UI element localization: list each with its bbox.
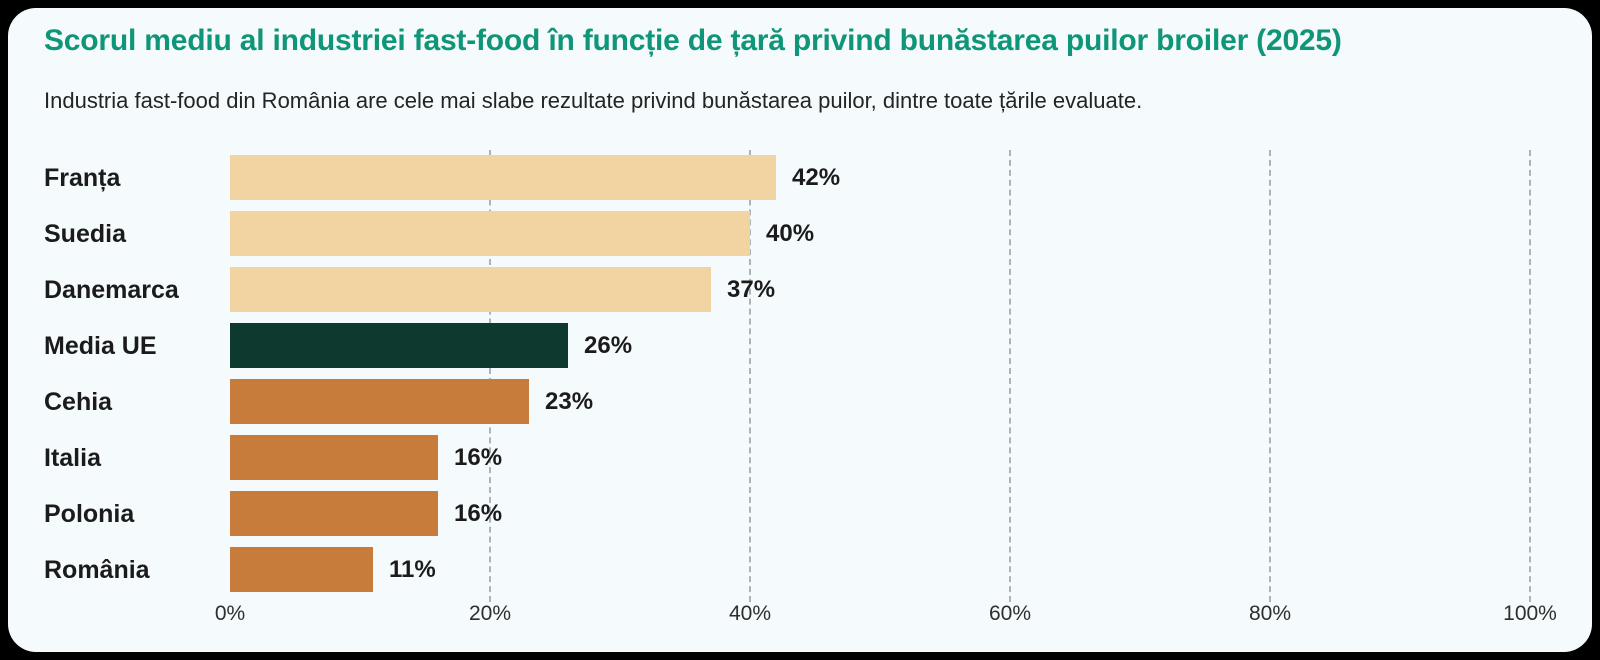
category-label: Danemarca [44,275,179,304]
x-tick-label: 40% [728,602,772,625]
bar [230,211,750,256]
bar [230,491,438,536]
category-label: Italia [44,443,101,472]
category-label: România [44,555,150,584]
value-label: 42% [792,164,841,191]
bar-track: 37% [230,262,1530,318]
chart-subtitle: Industria fast-food din România are cele… [44,88,1143,113]
bar-row: România 11% [44,542,1530,598]
value-label: 37% [727,276,776,303]
gridline [1529,150,1531,602]
bar [230,155,776,200]
category-label: Cehia [44,387,113,416]
gridline [1269,150,1271,602]
gridline [489,150,491,602]
bar [230,435,438,480]
bar-row: Franța 42% [44,150,1530,206]
bar-track: 40% [230,206,1530,262]
chart-card: Scorul mediu al industriei fast-food în … [8,8,1592,652]
bar-track: 42% [230,150,1530,206]
category-label: Polonia [44,499,135,528]
bar-track: 23% [230,374,1530,430]
gridline [749,150,751,602]
gridline [1009,150,1011,602]
value-label: 23% [545,388,594,415]
value-label: 16% [454,444,503,471]
x-tick-label: 0% [214,602,246,625]
category-label: Suedia [44,219,126,248]
bar [230,323,568,368]
bar [230,267,711,312]
value-label: 40% [766,220,815,247]
x-tick-label: 80% [1248,602,1292,625]
bar [230,379,529,424]
value-label: 11% [389,556,436,583]
gridlines [230,150,1531,602]
bar-row: Cehia 23% [44,374,1530,430]
bar-track: 26% [230,318,1530,374]
value-label: 26% [584,332,633,359]
bar-row: Suedia 40% [44,206,1530,262]
bar [230,547,373,592]
x-axis: 0% 20% 40% 60% 80% 100% [215,602,1557,634]
x-tick-label: 60% [988,602,1032,625]
x-tick-label: 20% [468,602,512,625]
bar-row: Italia 16% [44,430,1530,486]
value-label: 16% [454,500,503,527]
bar-track: 11% [230,542,1530,598]
category-label: Media UE [44,331,157,360]
category-label: Franța [44,163,121,192]
bar-row: Polonia 16% [44,486,1530,542]
bar-row: Danemarca 37% [44,262,1530,318]
bar-track: 16% [230,430,1530,486]
x-tick-label: 100% [1503,602,1557,625]
chart-title: Scorul mediu al industriei fast-food în … [44,24,1342,57]
bar-chart: Franța 42% Suedia 40% Danemarca 37% Media UE 26… [44,150,1530,598]
bar-row: Media UE 26% [44,318,1530,374]
bar-track: 16% [230,486,1530,542]
